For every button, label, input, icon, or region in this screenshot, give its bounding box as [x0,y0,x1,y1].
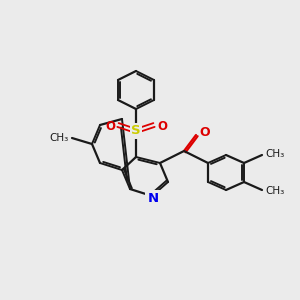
Text: CH₃: CH₃ [265,186,284,196]
Text: O: O [105,119,115,133]
Text: O: O [157,119,167,133]
Text: CH₃: CH₃ [50,133,69,143]
Text: S: S [131,124,141,137]
Text: CH₃: CH₃ [265,149,284,159]
Text: O: O [199,127,210,140]
Text: N: N [147,191,159,205]
